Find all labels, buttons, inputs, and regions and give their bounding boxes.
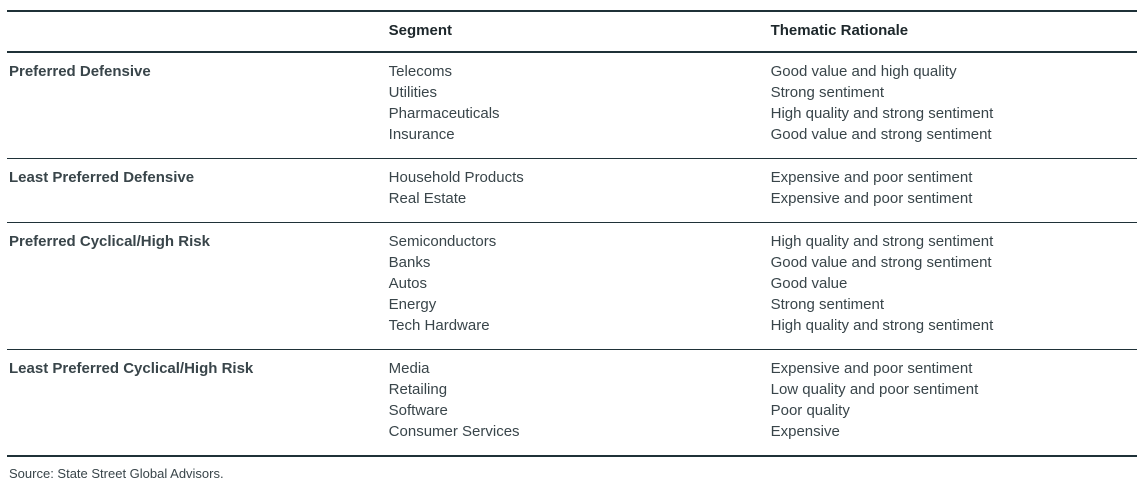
column-header-category — [7, 10, 387, 53]
source-attribution: Source: State Street Global Advisors. — [9, 466, 224, 481]
category-cell: Least Preferred Cyclical/High Risk — [7, 349, 387, 457]
table-row: Least Preferred Cyclical/High Risk Media… — [7, 349, 1137, 457]
rationale-cell: High quality and strong sentiment Good v… — [768, 222, 1137, 350]
header-row: Segment Thematic Rationale — [7, 10, 1137, 53]
category-cell: Preferred Defensive — [7, 52, 387, 159]
table-body: Preferred Defensive Telecoms Utilities P… — [7, 52, 1137, 457]
document-page: Segment Thematic Rationale Preferred Def… — [7, 10, 1137, 481]
segment-cell: Telecoms Utilities Pharmaceuticals Insur… — [386, 52, 769, 159]
segment-cell: Household Products Real Estate — [386, 158, 769, 223]
table-header: Segment Thematic Rationale — [7, 10, 1137, 53]
category-cell: Least Preferred Defensive — [7, 158, 387, 223]
rationale-cell: Good value and high quality Strong senti… — [768, 52, 1137, 159]
rationale-cell: Expensive and poor sentiment Expensive a… — [768, 158, 1137, 223]
column-header-thematic-rationale: Thematic Rationale — [768, 10, 1137, 53]
segment-cell: Media Retailing Software Consumer Servic… — [386, 349, 769, 457]
column-header-segment: Segment — [386, 10, 769, 53]
rationale-cell: Expensive and poor sentiment Low quality… — [768, 349, 1137, 457]
table-row: Least Preferred Defensive Household Prod… — [7, 158, 1137, 223]
segment-cell: Semiconductors Banks Autos Energy Tech H… — [386, 222, 769, 350]
table-row: Preferred Cyclical/High Risk Semiconduct… — [7, 222, 1137, 350]
segment-rationale-table: Segment Thematic Rationale Preferred Def… — [7, 10, 1137, 457]
table-row: Preferred Defensive Telecoms Utilities P… — [7, 52, 1137, 159]
category-cell: Preferred Cyclical/High Risk — [7, 222, 387, 350]
